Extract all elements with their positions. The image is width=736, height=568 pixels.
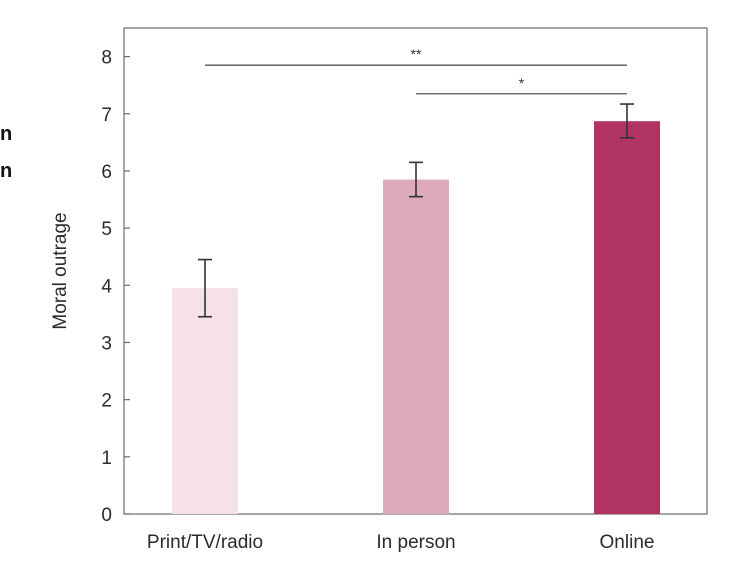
y-axis-title: Moral outrage bbox=[50, 212, 71, 329]
y-tick-label-1: 1 bbox=[101, 448, 112, 469]
significance-label-0: ** bbox=[411, 46, 422, 62]
y-tick-label-6: 6 bbox=[101, 162, 112, 183]
y-tick-label-5: 5 bbox=[101, 219, 112, 240]
y-tick-label-0: 0 bbox=[101, 505, 112, 526]
bar-2 bbox=[594, 121, 660, 515]
y-tick-label-8: 8 bbox=[101, 48, 112, 69]
y-tick-label-7: 7 bbox=[101, 105, 112, 126]
bar-1 bbox=[383, 179, 449, 515]
y-tick-label-3: 3 bbox=[101, 333, 112, 354]
x-category-label-0: Print/TV/radio bbox=[147, 532, 263, 553]
y-tick-label-4: 4 bbox=[101, 276, 112, 297]
x-category-label-1: In person bbox=[376, 532, 455, 553]
bar-0 bbox=[172, 288, 238, 514]
cropped-text-fragment-1: n bbox=[0, 123, 13, 145]
x-category-label-2: Online bbox=[600, 532, 655, 553]
significance-label-1: * bbox=[519, 75, 525, 91]
y-tick-label-2: 2 bbox=[101, 391, 112, 412]
cropped-text-fragment-2: n bbox=[0, 160, 13, 182]
